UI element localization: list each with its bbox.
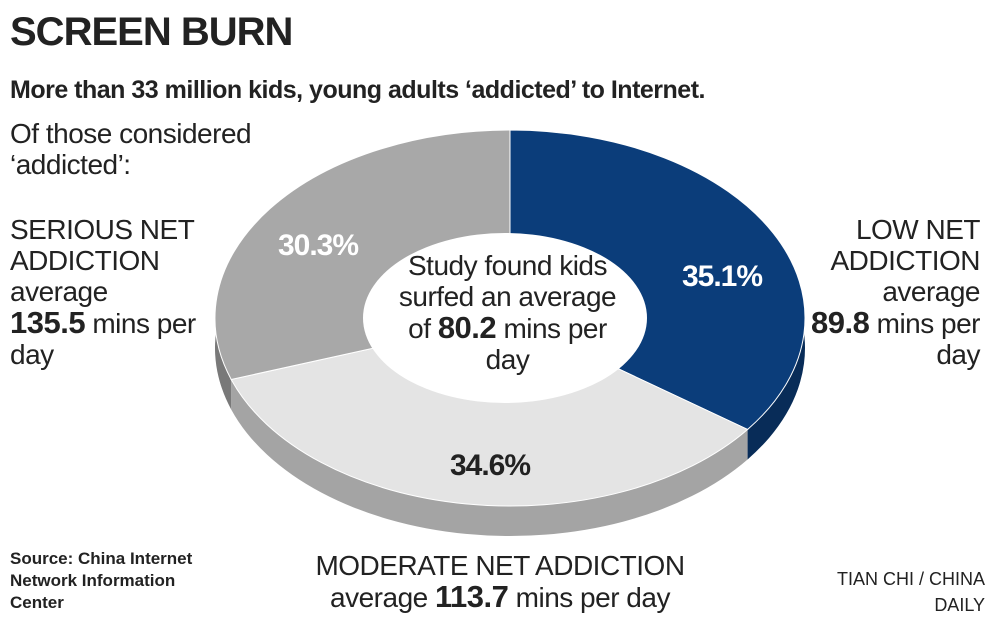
average-suffix: mins per day (515, 582, 671, 613)
moderate-label: MODERATE NET ADDICTION average 113.7 min… (240, 550, 760, 613)
average-suffix: mins per day (876, 308, 981, 370)
serious-label: SERIOUS NET ADDICTION average 135.5 mins… (10, 214, 225, 370)
average-value: 113.7 (435, 579, 509, 614)
center-note-text: mins per day (485, 313, 608, 375)
subtitle: More than 33 million kids, young adults … (10, 76, 705, 104)
center-note-text: Study found kids surfed an average of (398, 250, 617, 344)
category-label: SERIOUS NET ADDICTION (10, 214, 194, 276)
value-label: 34.6% (450, 449, 530, 482)
average-prefix: average (330, 582, 428, 613)
category-label: LOW NET ADDICTION (830, 214, 981, 276)
credit: TIAN CHI / CHINA DAILY (836, 569, 985, 615)
average-suffix: mins per day (10, 308, 196, 370)
slice (230, 317, 749, 507)
category-label: MODERATE NET ADDICTION (315, 550, 685, 581)
average-prefix: average (882, 276, 980, 307)
value-label: 30.3% (278, 229, 358, 262)
note: Of those considered ‘addicted’: (10, 118, 252, 180)
donut-hole (363, 233, 647, 403)
slice (509, 129, 806, 431)
average-value: 89.8 (811, 305, 870, 340)
center-note-value: 80.2 (437, 310, 497, 345)
center-note: Study found kids surfed an average of 80… (385, 250, 630, 375)
slice-side (231, 379, 748, 536)
average-value: 135.5 (10, 305, 86, 340)
average-prefix: average (10, 276, 108, 307)
low-label: LOW NET ADDICTION average 89.8 mins per … (800, 214, 981, 370)
chart-title: SCREEN BURN (10, 10, 293, 54)
source: Source: China Internet Network Informati… (10, 549, 193, 612)
value-label: 35.1% (682, 260, 762, 293)
